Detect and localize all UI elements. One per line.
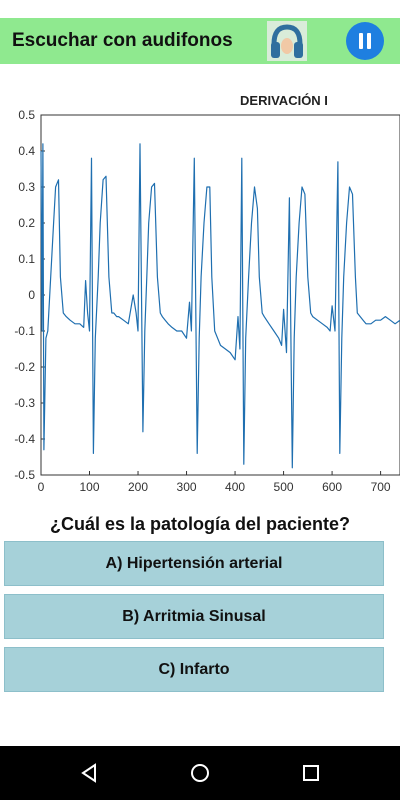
plot-frame (40, 114, 400, 476)
y-tick-label: 0.1 (18, 252, 35, 266)
y-tick-label: -0.1 (14, 324, 35, 338)
ecg-series-line (40, 143, 400, 469)
chart-title: DERIVACIÓN I (240, 93, 328, 108)
headphones-icon[interactable] (264, 18, 310, 64)
ecg-chart: DERIVACIÓN I -0.5 -0.4 -0.3 -0.2 -0.1 0 0.1 0.2 0… (14, 93, 400, 494)
y-tick-label: -0.4 (14, 432, 35, 446)
x-tick-label: 700 (371, 480, 391, 494)
header-title: Escuchar con audifonos (12, 30, 233, 51)
x-tick-label: 0 (38, 480, 45, 494)
system-nav-bar (0, 746, 400, 800)
question-text: ¿Cuál es la patología del paciente? (49, 514, 351, 534)
pause-icon (359, 33, 363, 49)
y-tick-label: -0.5 (14, 468, 35, 482)
home-icon[interactable] (189, 762, 211, 784)
recents-icon[interactable] (300, 762, 322, 784)
answer-a-button[interactable]: A) Hipertensión arterial (4, 541, 384, 586)
y-tick-label: 0.3 (18, 180, 35, 194)
y-tick-label: 0.2 (18, 216, 35, 230)
pause-button[interactable] (346, 22, 384, 60)
answer-b-button[interactable]: B) Arritmia Sinusal (4, 594, 384, 639)
y-tick-label: -0.3 (14, 396, 35, 410)
x-tick-label: 600 (322, 480, 342, 494)
x-tick-label: 500 (274, 480, 294, 494)
y-tick-label: -0.2 (14, 360, 35, 374)
x-tick-label: 200 (128, 480, 148, 494)
y-tick-label: 0.4 (18, 144, 35, 158)
x-tick-label: 300 (177, 480, 197, 494)
y-tick-label: 0 (28, 288, 35, 302)
y-tick-label: 0.5 (18, 108, 35, 122)
answer-c-button[interactable]: C) Infarto (4, 647, 384, 692)
pause-icon-bar (367, 33, 371, 49)
x-tick-label: 400 (225, 480, 245, 494)
x-tick-label: 100 (79, 480, 99, 494)
back-icon[interactable] (78, 762, 100, 784)
header-bar: Escuchar con audifonos (0, 18, 400, 64)
